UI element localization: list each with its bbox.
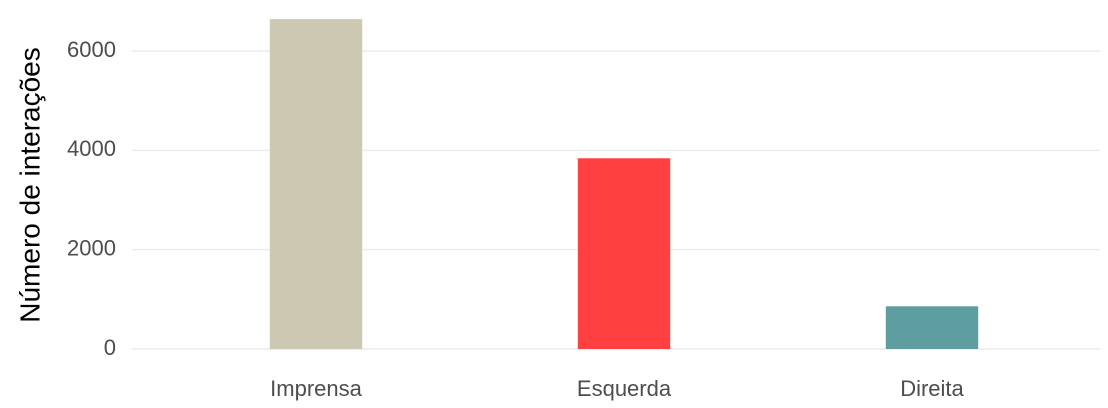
x-tick-label: Imprensa — [270, 376, 362, 401]
y-axis-label: Número de interações — [14, 47, 45, 322]
x-tick-label: Esquerda — [577, 376, 672, 401]
x-tick-label: Direita — [900, 376, 964, 401]
y-tick-label: 0 — [104, 335, 116, 360]
bar — [577, 158, 671, 349]
bar — [269, 19, 363, 350]
y-tick-label: 4000 — [67, 136, 116, 161]
bar — [885, 306, 979, 349]
y-tick-label: 2000 — [67, 235, 116, 260]
y-tick-label: 6000 — [67, 37, 116, 62]
